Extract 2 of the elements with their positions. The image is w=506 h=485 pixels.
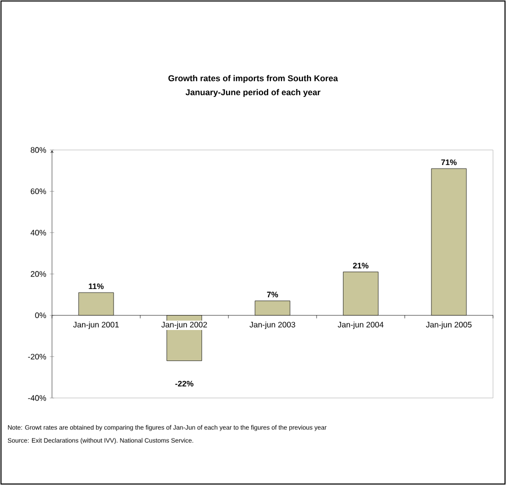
chart-subtitle: January-June period of each year: [186, 89, 320, 97]
chart-title: Growth rates of imports from South Korea: [168, 75, 338, 83]
